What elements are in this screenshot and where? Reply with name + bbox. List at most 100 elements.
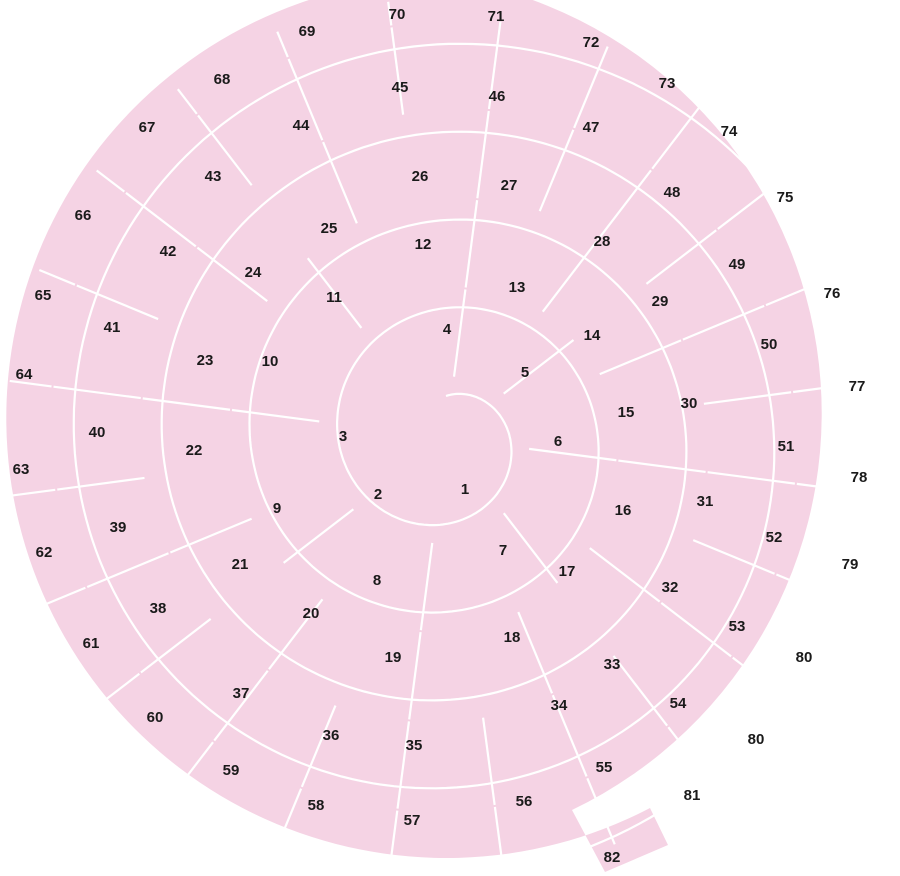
piece-cut: [96, 169, 126, 193]
piece-cut: [96, 672, 140, 708]
piece-cut: [645, 229, 717, 285]
piece-cut: [142, 397, 231, 411]
piece-label: 75: [777, 189, 794, 206]
piece-cut: [86, 552, 169, 589]
piece-label: 11: [326, 289, 342, 306]
piece-cut: [197, 114, 253, 186]
piece-label: 77: [849, 378, 866, 395]
piece-label: 33: [604, 656, 621, 673]
piece-cut: [140, 618, 212, 674]
piece-cut: [53, 385, 141, 400]
piece-cut: [541, 241, 598, 313]
piece-cut: [231, 408, 320, 423]
piece-label: 39: [110, 519, 127, 536]
piece-label: 57: [404, 812, 421, 829]
piece-label: 41: [104, 319, 121, 336]
puzzle-board: [6, 0, 822, 872]
piece-label: 80: [796, 649, 813, 666]
piece-label: 13: [509, 279, 526, 296]
piece-label: 36: [323, 727, 340, 744]
piece-label: 45: [392, 79, 409, 96]
piece-label: 68: [214, 71, 231, 88]
piece-label: 12: [415, 236, 432, 253]
piece-cut: [493, 806, 505, 875]
piece-cut: [322, 141, 358, 224]
piece-cut: [169, 517, 253, 554]
piece-label: 76: [824, 285, 841, 302]
piece-cut: [796, 482, 883, 497]
piece-label: 65: [35, 287, 52, 304]
piece-cut: [551, 694, 588, 777]
piece-cut: [76, 284, 159, 321]
piece-cut: [667, 726, 716, 788]
piece-cut: [732, 656, 796, 707]
piece-cut: [481, 717, 496, 806]
piece-label: 28: [594, 233, 611, 250]
piece-label: 46: [489, 88, 506, 105]
piece-label: 73: [659, 75, 676, 92]
piece-cut: [596, 169, 652, 241]
piece-label: 3: [339, 428, 347, 445]
piece-cut: [177, 741, 214, 788]
piece-label: 42: [160, 243, 177, 260]
piece-cut: [503, 339, 575, 395]
spiral-cut: [72, 42, 864, 876]
piece-label: 34: [551, 697, 568, 714]
piece-cut: [387, 810, 399, 875]
piece-label: 17: [559, 563, 576, 580]
piece-label: 66: [75, 207, 92, 224]
piece-cut: [703, 391, 792, 405]
piece-cut: [287, 58, 324, 141]
piece-label: 44: [293, 117, 310, 134]
piece-label: 81: [684, 787, 701, 804]
piece-cut: [390, 27, 405, 115]
piece-cut: [660, 602, 732, 658]
piece-label: 53: [729, 618, 746, 635]
piece-label: 40: [89, 424, 106, 441]
piece-label: 69: [299, 23, 316, 40]
piece-cut: [476, 110, 490, 199]
piece-label: 35: [406, 737, 423, 754]
piece-cut: [528, 447, 617, 462]
piece-cut: [306, 257, 363, 329]
piece-cut: [589, 547, 661, 603]
piece-label: 27: [501, 177, 518, 194]
piece-label: 63: [13, 461, 30, 478]
piece-label: 25: [321, 220, 338, 237]
piece-label: 70: [389, 6, 406, 23]
piece-label: 21: [232, 556, 249, 573]
piece-cut: [396, 721, 411, 809]
piece-label: 5: [521, 364, 529, 381]
piece-label: 64: [16, 366, 33, 383]
piece-cut: [268, 598, 324, 670]
piece-label: 50: [761, 336, 778, 353]
piece-cut: [9, 488, 56, 497]
piece-label: 78: [851, 469, 868, 486]
piece-label: 9: [273, 500, 281, 517]
piece-label: 19: [385, 649, 402, 666]
piece-cut: [692, 539, 775, 575]
piece-label: 79: [842, 556, 859, 573]
piece-label: 56: [516, 793, 533, 810]
piece-cut: [300, 705, 337, 788]
piece-cut: [517, 611, 554, 694]
piece-label: 60: [147, 709, 164, 726]
piece-labels: 1234567891011121314151617181920212223242…: [13, 6, 868, 866]
piece-cut: [276, 788, 303, 846]
piece-label: 10: [262, 353, 279, 370]
piece-label: 23: [197, 352, 214, 369]
piece-label: 16: [615, 502, 632, 519]
piece-label: 80: [748, 731, 765, 748]
piece-label: 47: [583, 119, 600, 136]
piece-label: 61: [83, 635, 100, 652]
piece-cut: [464, 200, 479, 288]
piece-label: 30: [681, 395, 698, 412]
piece-label: 55: [596, 759, 613, 776]
piece-cut: [9, 379, 52, 388]
piece-label: 6: [554, 433, 562, 450]
piece-cut: [39, 586, 86, 608]
piece-cut: [612, 655, 669, 727]
piece-label: 54: [670, 695, 687, 712]
